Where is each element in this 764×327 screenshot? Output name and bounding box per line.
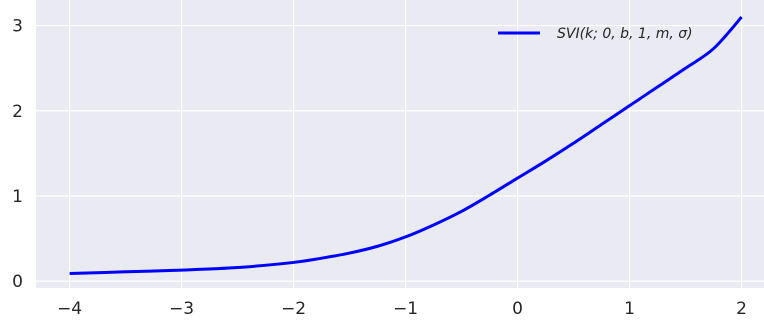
x-axis-ticks: −4 −3 −2 −1 0 1 2 — [57, 299, 747, 319]
legend: SVI(k; 0, b, 1, m, σ) — [498, 26, 693, 42]
x-tick-label: −1 — [393, 299, 418, 319]
x-tick-label: 0 — [512, 299, 523, 319]
y-tick-label: 0 — [12, 272, 23, 292]
x-tick-label: −2 — [281, 299, 306, 319]
y-tick-label: 1 — [12, 187, 23, 207]
y-axis-ticks: 0 1 2 3 — [12, 17, 23, 293]
series-group — [69, 16, 743, 276]
y-tick-label: 2 — [12, 102, 23, 122]
series-line — [69, 16, 743, 276]
y-tick-label: 3 — [12, 17, 23, 37]
x-tick-label: −4 — [57, 299, 82, 319]
grid — [36, 0, 764, 288]
x-tick-label: 2 — [736, 299, 747, 319]
legend-label: SVI(k; 0, b, 1, m, σ) — [557, 26, 693, 42]
x-tick-label: −3 — [169, 299, 194, 319]
x-tick-label: 1 — [624, 299, 635, 319]
plot-area — [36, 0, 764, 288]
